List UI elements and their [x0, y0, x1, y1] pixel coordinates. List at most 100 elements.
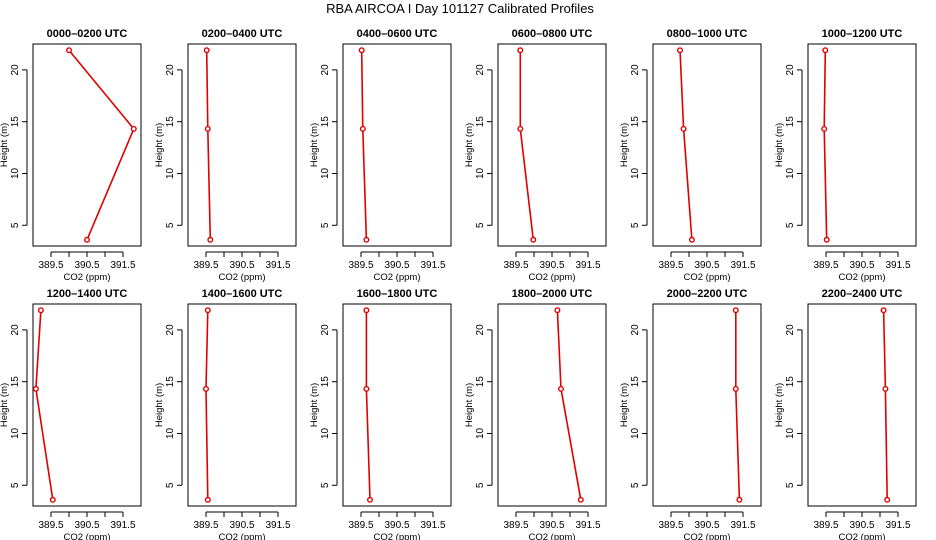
plot-frame	[342, 303, 452, 507]
x-tick-label: 389.5	[813, 260, 838, 271]
x-axis-label: CO2 (ppm)	[64, 532, 111, 540]
y-tick-label: 15	[10, 116, 21, 128]
y-tick-label: 10	[165, 167, 176, 179]
y-tick-label: 5	[475, 482, 486, 488]
plot-frame	[652, 303, 762, 507]
panel-title: 0600–0800 UTC	[512, 28, 593, 40]
y-tick-label: 20	[475, 64, 486, 76]
x-tick-label: 391.5	[730, 520, 755, 531]
x-tick-label: 391.5	[110, 520, 135, 531]
x-axis-label: CO2 (ppm)	[839, 272, 886, 283]
y-axis-label: Height (m)	[0, 123, 10, 167]
y-tick-label: 10	[320, 167, 331, 179]
x-axis-label: CO2 (ppm)	[684, 272, 731, 283]
data-point	[821, 125, 828, 132]
y-tick-label: 20	[165, 64, 176, 76]
y-tick-label: 20	[630, 64, 641, 76]
y-axis-label: Height (m)	[464, 383, 475, 427]
y-axis-label: Height (m)	[774, 123, 785, 167]
x-tick-label: 390.5	[74, 260, 99, 271]
panel-title: 0200–0400 UTC	[202, 28, 283, 40]
plot-frame	[32, 303, 142, 507]
x-tick-label: 389.5	[658, 520, 683, 531]
data-point	[358, 47, 365, 54]
data-point	[363, 307, 370, 314]
x-tick-label: 390.5	[229, 520, 254, 531]
co2-profile-line	[734, 310, 741, 500]
data-point	[49, 496, 56, 503]
data-point	[517, 47, 524, 54]
data-point	[517, 125, 524, 132]
panel-title: 1600–1800 UTC	[357, 288, 438, 300]
plot-frame	[497, 303, 607, 507]
y-tick-label: 10	[10, 167, 21, 179]
data-point	[367, 496, 374, 503]
data-point	[732, 385, 739, 392]
y-tick-label: 5	[320, 222, 331, 228]
x-tick-label: 389.5	[38, 520, 63, 531]
x-tick-label: 390.5	[694, 260, 719, 271]
y-tick-label: 15	[10, 376, 21, 388]
y-tick-label: 5	[10, 222, 21, 228]
x-axis-label: CO2 (ppm)	[839, 532, 886, 540]
data-point	[736, 496, 743, 503]
x-tick-label: 390.5	[849, 520, 874, 531]
y-tick-label: 15	[475, 376, 486, 388]
data-point	[688, 236, 695, 243]
co2-profile-line	[68, 49, 135, 241]
x-tick-label: 390.5	[384, 260, 409, 271]
y-axis-label: Height (m)	[774, 383, 785, 427]
x-tick-label: 389.5	[658, 260, 683, 271]
data-point	[677, 47, 684, 54]
x-tick-label: 389.5	[348, 520, 373, 531]
plot-frame	[342, 43, 452, 247]
panel-title: 1200–1400 UTC	[47, 288, 128, 300]
y-tick-label: 10	[785, 167, 796, 179]
x-axis-label: CO2 (ppm)	[64, 272, 111, 283]
y-axis-label: Height (m)	[619, 383, 630, 427]
y-tick-label: 15	[165, 376, 176, 388]
y-tick-label: 10	[10, 427, 21, 439]
panel-title: 2200–2400 UTC	[822, 288, 903, 300]
x-axis-label: CO2 (ppm)	[529, 272, 576, 283]
co2-profile-line	[360, 50, 368, 240]
y-axis-label: Height (m)	[154, 123, 165, 167]
x-tick-label: 389.5	[193, 520, 218, 531]
data-point	[204, 307, 211, 314]
data-point	[363, 236, 370, 243]
y-axis-label: Height (m)	[309, 383, 320, 427]
co2-profile-line	[882, 310, 888, 500]
y-tick-label: 10	[630, 167, 641, 179]
co2-profile-line	[205, 50, 212, 240]
x-axis-label: CO2 (ppm)	[684, 532, 731, 540]
x-tick-label: 391.5	[885, 260, 910, 271]
panel-title: 2000–2200 UTC	[667, 288, 748, 300]
panel-title: 0800–1000 UTC	[667, 28, 748, 40]
plot-frame	[187, 43, 297, 247]
plot-frame	[187, 303, 297, 507]
data-point	[880, 307, 887, 314]
x-tick-label: 389.5	[503, 520, 528, 531]
data-point	[83, 236, 90, 243]
x-axis-label: CO2 (ppm)	[529, 532, 576, 540]
plot-frame	[652, 43, 762, 247]
x-tick-label: 390.5	[74, 520, 99, 531]
panel-title: 1800–2000 UTC	[512, 288, 593, 300]
y-tick-label: 10	[785, 427, 796, 439]
y-tick-label: 20	[320, 64, 331, 76]
y-tick-label: 15	[165, 116, 176, 128]
x-tick-label: 389.5	[348, 260, 373, 271]
data-point	[822, 47, 829, 54]
y-axis-label: Height (m)	[0, 383, 10, 427]
